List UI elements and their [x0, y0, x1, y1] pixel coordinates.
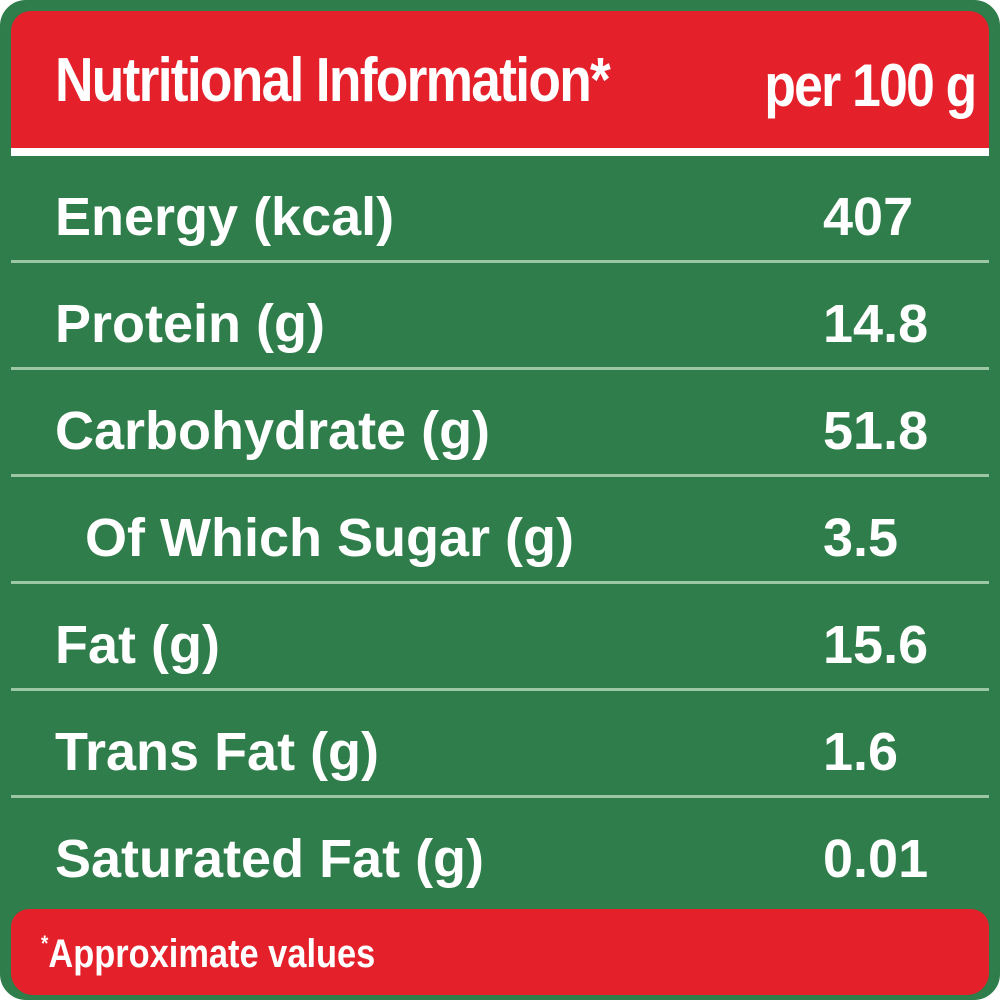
table-row: Protein (g) 14.8 — [11, 263, 989, 370]
nutrient-value: 0.01 — [823, 829, 929, 889]
nutrition-table: Energy (kcal) 407 Protein (g) 14.8 Carbo… — [11, 156, 989, 902]
nutrient-label: Protein (g) — [55, 294, 325, 354]
serving-unit: per 100 g — [763, 52, 977, 119]
footnote-text: Approximate values — [48, 932, 376, 976]
nutrition-title: Nutritional Information* — [55, 46, 611, 115]
nutrition-header: Nutritional Information* per 100 g — [11, 11, 989, 148]
nutrient-label: Energy (kcal) — [55, 187, 395, 247]
nutrient-value: 1.6 — [823, 722, 899, 782]
nutrient-value: 51.8 — [823, 401, 929, 461]
footnote-asterisk: * — [41, 931, 49, 956]
table-row: Energy (kcal) 407 — [11, 156, 989, 263]
nutrient-value: 407 — [823, 187, 914, 247]
approximate-values-note: *Approximate values — [41, 931, 375, 977]
nutrient-value: 3.5 — [823, 508, 899, 568]
nutrient-value: 14.8 — [823, 294, 929, 354]
nutrient-value: 15.6 — [823, 615, 929, 675]
nutrient-label: Of Which Sugar (g) — [85, 508, 574, 568]
table-row: Carbohydrate (g) 51.8 — [11, 370, 989, 477]
table-row: Fat (g) 15.6 — [11, 584, 989, 691]
nutrient-label: Trans Fat (g) — [55, 722, 380, 782]
nutrient-label: Fat (g) — [55, 615, 220, 675]
nutrition-footer: *Approximate values — [11, 909, 989, 995]
nutrient-label: Saturated Fat (g) — [55, 829, 485, 889]
nutrient-label: Carbohydrate (g) — [55, 401, 491, 461]
table-row: Trans Fat (g) 1.6 — [11, 691, 989, 798]
table-row: Of Which Sugar (g) 3.5 — [11, 477, 989, 584]
header-divider — [11, 148, 989, 156]
table-row: Saturated Fat (g) 0.01 — [11, 798, 989, 902]
